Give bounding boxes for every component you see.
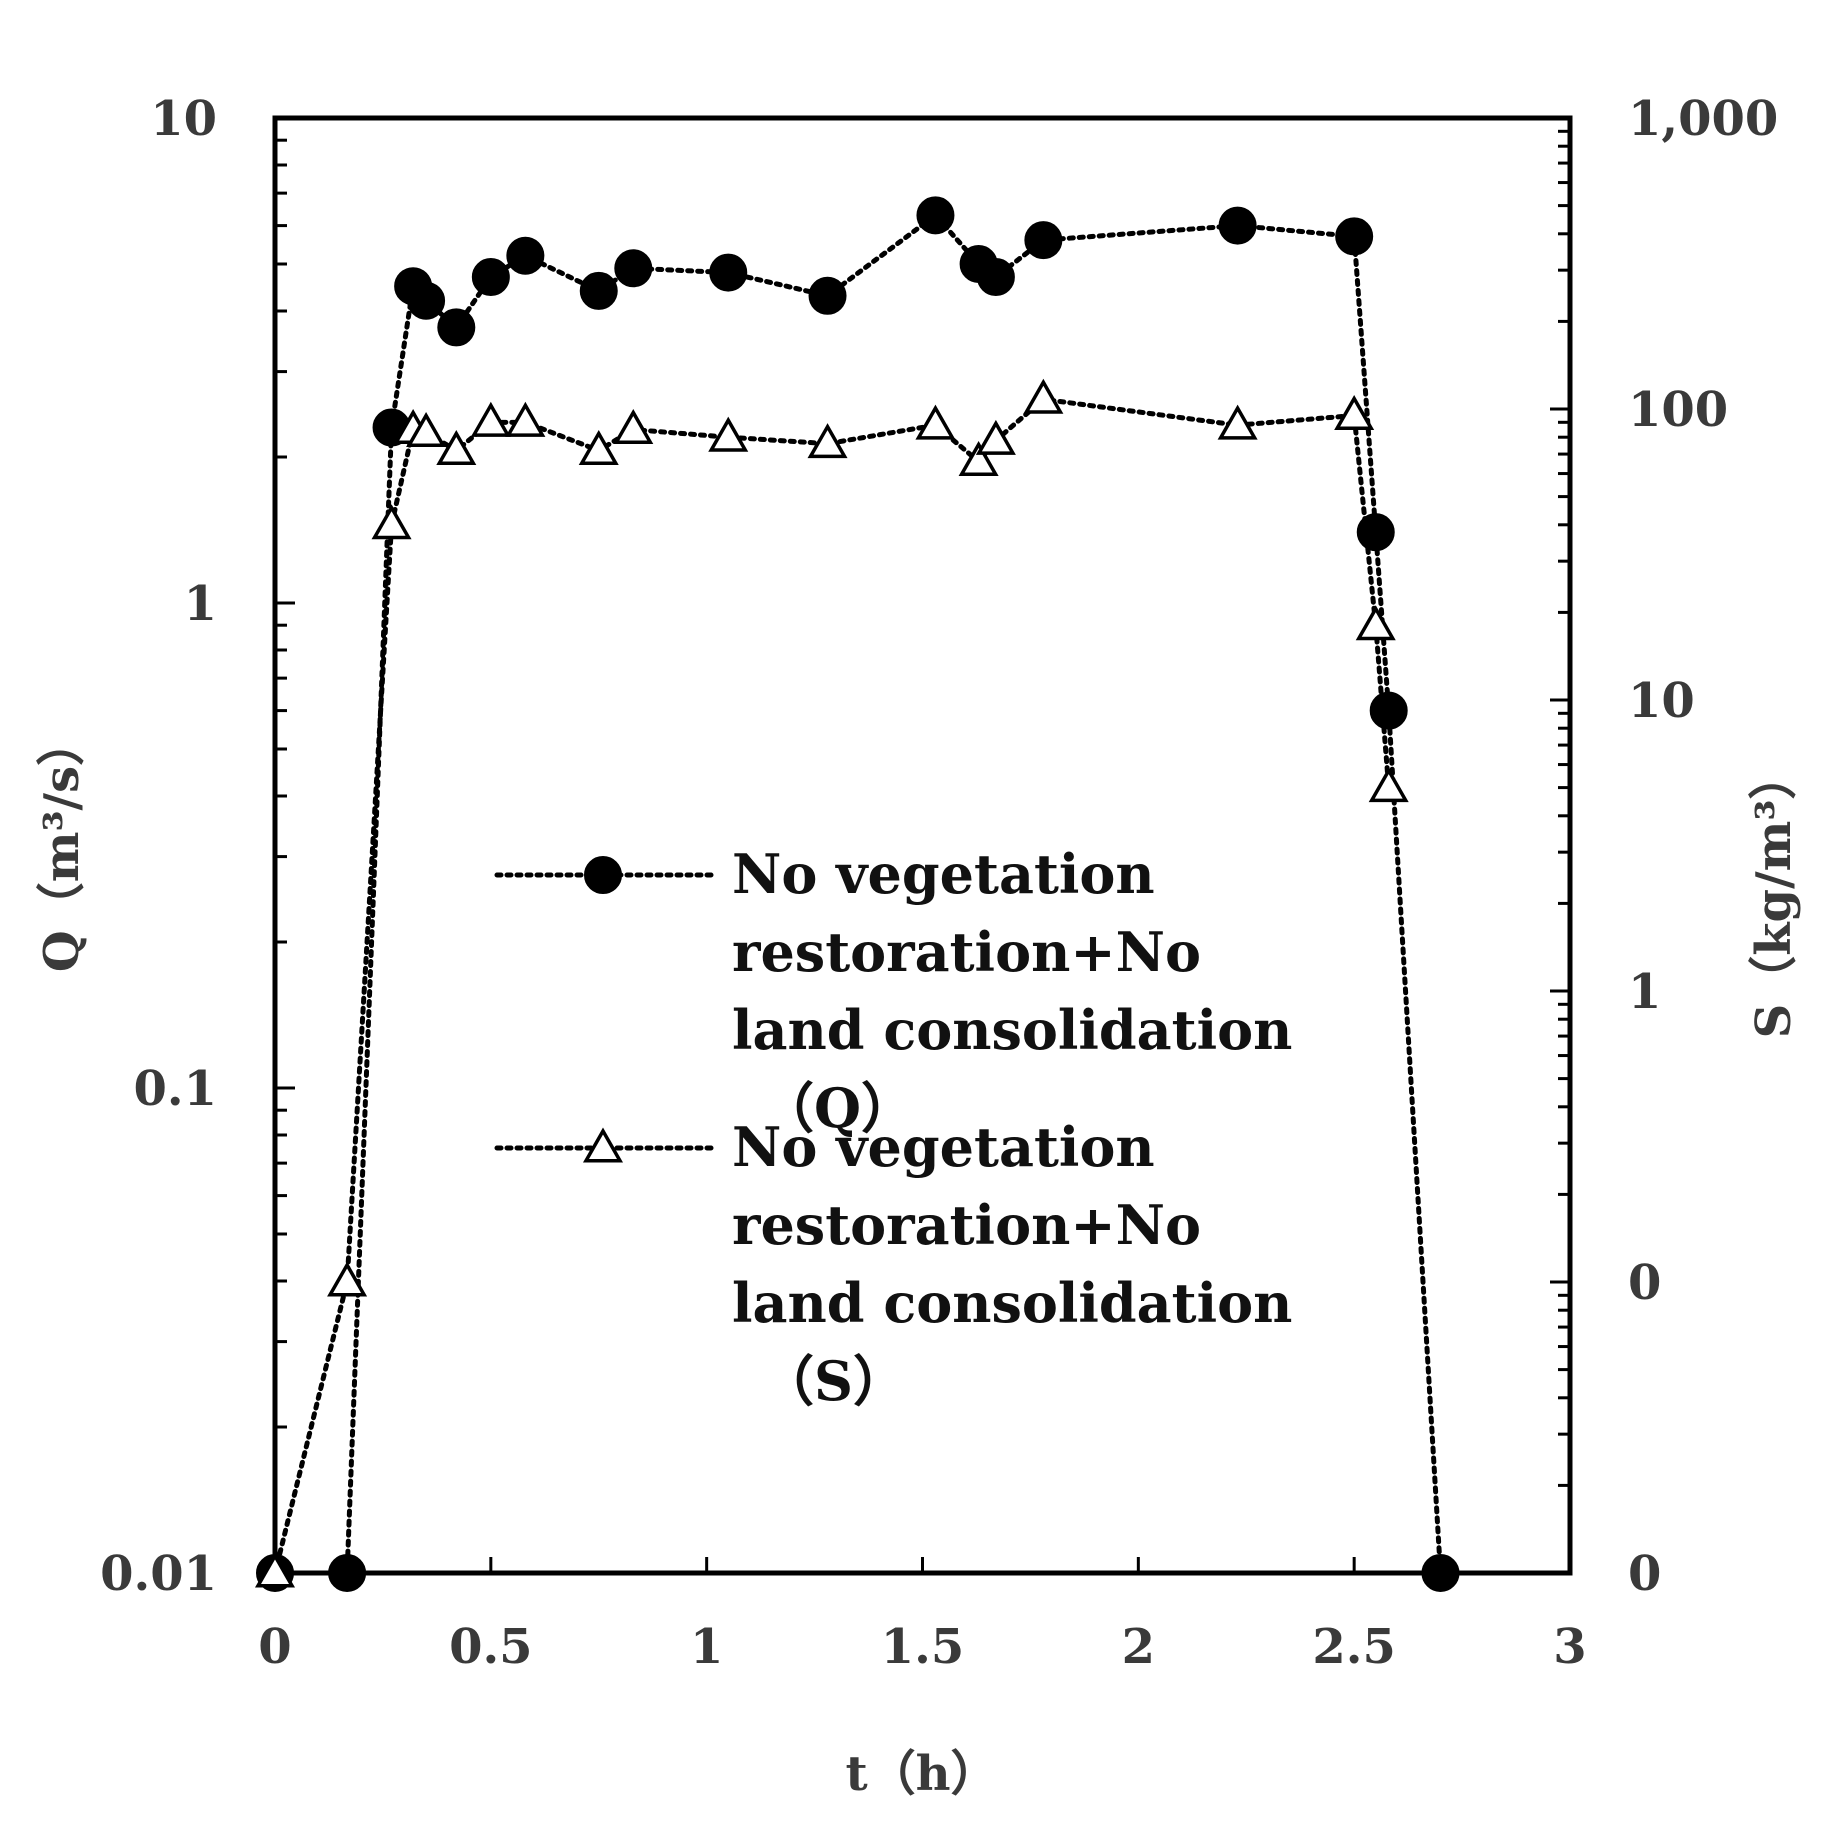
legend-label: restoration+No bbox=[732, 1193, 1201, 1257]
y-left-axis: 0.01 0.1 1 10 bbox=[100, 91, 295, 1602]
q-point bbox=[916, 196, 955, 235]
q-point bbox=[808, 276, 847, 315]
q-point bbox=[1335, 217, 1374, 256]
s-point bbox=[470, 401, 511, 437]
x-tick-label: 0.5 bbox=[449, 1619, 533, 1675]
legend-label: No vegetation bbox=[732, 842, 1155, 906]
legend-label: restoration+No bbox=[732, 920, 1201, 984]
y-right-axis: 0 0 1 10 100 1,000 bbox=[1550, 91, 1778, 1602]
y-right-tick-label: 0 bbox=[1628, 1546, 1661, 1602]
q-point bbox=[1421, 1554, 1460, 1592]
s-point bbox=[1355, 605, 1396, 641]
y-right-axis-title: S（kg/m³） bbox=[1746, 752, 1802, 1039]
y-left-tick-label: 0.1 bbox=[133, 1061, 217, 1117]
s-point bbox=[582, 1127, 624, 1163]
y-right-tick-label: 100 bbox=[1628, 382, 1728, 438]
q-point bbox=[584, 856, 622, 894]
y-right-tick-label: 1 bbox=[1628, 964, 1661, 1020]
q-point bbox=[437, 308, 476, 347]
x-tick-label: 0 bbox=[258, 1619, 291, 1675]
s-point bbox=[371, 504, 412, 540]
y-left-tick-label: 1 bbox=[184, 576, 217, 632]
q-point bbox=[1218, 206, 1257, 245]
y-left-axis-title: Q（m³/s） bbox=[34, 718, 90, 972]
s-point bbox=[406, 412, 447, 448]
q-point bbox=[407, 281, 446, 320]
legend-label: land consolidation bbox=[732, 998, 1292, 1062]
q-point bbox=[1024, 221, 1063, 260]
x-axis-title: t（h） bbox=[845, 1746, 998, 1802]
s-point bbox=[915, 404, 956, 440]
q-point bbox=[471, 258, 510, 297]
q-point bbox=[506, 236, 545, 275]
q-point bbox=[1369, 691, 1408, 730]
s-point bbox=[708, 416, 749, 452]
y-right-tick-label: 1,000 bbox=[1628, 91, 1778, 147]
s-point bbox=[254, 1552, 296, 1588]
legend: No vegetation restoration+No land consolid… bbox=[494, 842, 1292, 1413]
y-left-tick-label: 10 bbox=[150, 91, 217, 147]
q-point bbox=[709, 253, 748, 292]
s-point bbox=[1023, 378, 1064, 414]
x-tick-label: 2 bbox=[1122, 1619, 1155, 1675]
x-tick-label: 3 bbox=[1553, 1619, 1586, 1675]
s-point bbox=[436, 429, 477, 466]
s-point bbox=[1217, 404, 1258, 440]
legend-label: land consolidation bbox=[732, 1271, 1292, 1335]
s-point bbox=[1368, 767, 1409, 803]
series-layer bbox=[254, 196, 1460, 1592]
s-point bbox=[975, 419, 1016, 455]
s-point bbox=[578, 429, 619, 466]
q-point bbox=[579, 271, 618, 310]
s-point bbox=[327, 1261, 368, 1297]
s-point bbox=[807, 423, 848, 459]
x-tick-label: 1 bbox=[690, 1619, 723, 1675]
x-tick-label: 1.5 bbox=[881, 1619, 965, 1675]
s-point bbox=[505, 401, 546, 437]
s-point bbox=[1334, 394, 1375, 430]
x-axis: 0 0.5 1 1.5 2 2.5 3 bbox=[258, 1557, 1587, 1675]
legend-label: （Q） bbox=[760, 1076, 915, 1140]
q-point bbox=[976, 258, 1015, 297]
y-right-tick-label: 10 bbox=[1628, 673, 1695, 729]
q-point bbox=[1356, 513, 1395, 552]
s-point bbox=[958, 440, 999, 477]
x-tick-label: 2.5 bbox=[1312, 1619, 1396, 1675]
legend-label: （S） bbox=[760, 1349, 907, 1413]
s-point bbox=[613, 409, 654, 445]
legend-label: No vegetation bbox=[732, 1115, 1155, 1179]
y-left-tick-label: 0.01 bbox=[100, 1546, 217, 1602]
q-point bbox=[328, 1554, 367, 1592]
q-point bbox=[614, 249, 653, 288]
y-right-tick-label: 0 bbox=[1628, 1255, 1661, 1311]
